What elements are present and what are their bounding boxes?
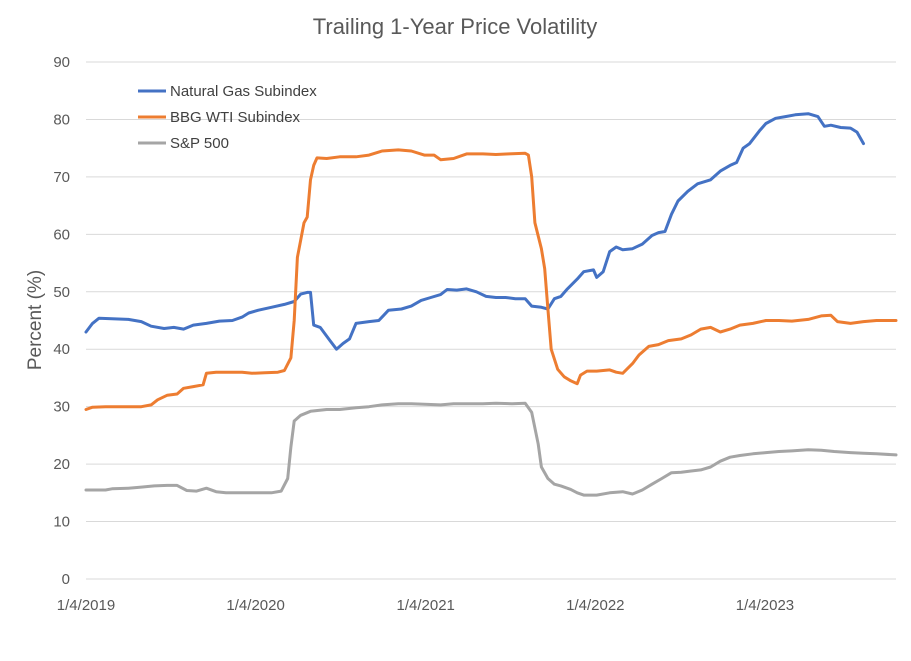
y-tick-label: 60 (53, 226, 70, 243)
x-tick-label: 1/4/2020 (226, 597, 284, 614)
y-tick-label: 10 (53, 514, 70, 531)
y-tick-label: 0 (62, 571, 70, 588)
legend-label: S&P 500 (170, 135, 229, 152)
y-tick-label: 80 (53, 111, 70, 128)
x-tick-label: 1/4/2019 (57, 597, 115, 614)
y-axis-label: Percent (%) (25, 270, 46, 370)
x-tick-label: 1/4/2021 (397, 597, 455, 614)
series-line-natural-gas-subindex (84, 112, 865, 351)
series-line-bbg-wti-subindex (84, 148, 898, 411)
legend: Natural Gas Subindex BBG WTI Subindex S&P … (138, 83, 317, 152)
legend-label: BBG WTI Subindex (170, 109, 301, 126)
x-tick-label: 1/4/2022 (566, 597, 624, 614)
gridlines (86, 61, 896, 523)
legend-label: Natural Gas Subindex (170, 83, 317, 100)
x-axis-ticks: 1/4/2019 1/4/2020 1/4/2021 1/4/2022 1/4/2023 (57, 597, 794, 614)
y-tick-label: 90 (53, 54, 70, 71)
y-tick-label: 70 (53, 169, 70, 186)
y-axis-ticks: 0 10 20 30 40 50 60 70 80 90 (53, 54, 70, 588)
x-tick-label: 1/4/2023 (736, 597, 794, 614)
y-tick-label: 40 (53, 341, 70, 358)
y-tick-label: 50 (53, 284, 70, 301)
chart-title: Trailing 1-Year Price Volatility (313, 14, 598, 39)
series-line-s-p-500 (84, 401, 898, 497)
y-tick-label: 20 (53, 456, 70, 473)
series-lines (84, 112, 898, 497)
y-tick-label: 30 (53, 399, 70, 416)
